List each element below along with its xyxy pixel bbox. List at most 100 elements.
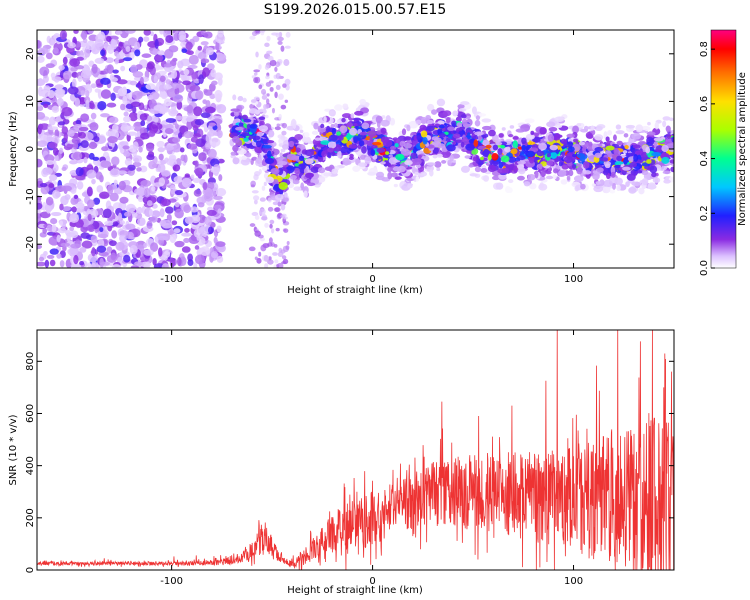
heatmap-cell	[212, 195, 223, 200]
heatmap-cell	[281, 255, 287, 260]
heatmap-cell	[75, 167, 84, 177]
heatmap-cell	[277, 134, 285, 139]
heatmap-cell	[193, 78, 200, 84]
heatmap-cell	[59, 203, 64, 211]
heatmap-cell	[269, 59, 277, 67]
heatmap-cell	[80, 90, 86, 96]
heatmap-cell	[427, 119, 434, 125]
heatmap-cell	[284, 99, 289, 104]
heatmap-cell	[264, 114, 269, 119]
heatmap-cell	[474, 166, 482, 173]
heatmap-cell	[45, 196, 54, 206]
colorbar-ticks: 0.0 0.2 0.4 0.6 0.8	[699, 41, 715, 276]
heatmap-cell	[58, 147, 64, 154]
heatmap-cell	[175, 115, 183, 121]
heatmap-cell	[566, 133, 575, 138]
heatmap-ytick-label: -10	[25, 188, 36, 204]
heatmap-cell	[626, 173, 636, 181]
heatmap-cell	[454, 139, 463, 144]
heatmap-cell	[265, 176, 274, 184]
heatmap-cell	[604, 163, 611, 169]
heatmap-cell	[631, 181, 641, 187]
heatmap-cell	[261, 166, 268, 172]
heatmap-cell	[426, 125, 435, 132]
heatmap-cell	[491, 153, 499, 161]
heatmap-cell	[184, 227, 190, 233]
heatmap-cell	[169, 234, 177, 244]
heatmap-cell	[331, 168, 339, 175]
heatmap-cell	[59, 260, 65, 268]
heatmap-cell	[86, 169, 97, 179]
heatmap-cell	[456, 122, 463, 128]
heatmap-cell	[317, 167, 326, 174]
heatmap-cell	[255, 51, 259, 58]
heatmap-cell	[303, 190, 308, 198]
heatmap-cell	[487, 153, 492, 161]
heatmap-cell	[566, 175, 571, 181]
heatmap-cell	[78, 126, 89, 132]
heatmap-cell	[181, 232, 192, 237]
heatmap-cell	[70, 243, 81, 249]
heatmap-cell	[401, 128, 407, 136]
heatmap-cell	[647, 182, 657, 190]
heatmap-cell	[602, 167, 609, 176]
heatmap-cell	[662, 120, 667, 128]
heatmap-cell	[500, 155, 510, 163]
heatmap-cell	[251, 135, 261, 141]
heatmap-cell	[341, 117, 346, 123]
heatmap-cell	[146, 154, 155, 161]
heatmap-cell	[136, 206, 143, 214]
heatmap-cell	[259, 120, 265, 127]
snr-ytick-label: 0	[25, 567, 36, 573]
heatmap-cell	[504, 146, 511, 153]
heatmap-cell	[328, 134, 338, 141]
heatmap-cell	[442, 110, 452, 117]
heatmap-cell	[194, 254, 206, 265]
heatmap-cell	[573, 138, 579, 143]
heatmap-cell	[267, 206, 274, 212]
heatmap-cell	[253, 69, 261, 73]
heatmap-cell	[233, 111, 240, 117]
heatmap-cell	[171, 220, 178, 226]
heatmap-cell	[441, 160, 447, 164]
heatmap-cell	[380, 127, 387, 134]
heatmap-cell	[576, 153, 586, 159]
heatmap-cell	[537, 163, 543, 170]
heatmap-cell	[264, 222, 269, 228]
heatmap-cell	[99, 257, 104, 268]
heatmap-cell	[203, 31, 213, 39]
heatmap-cell	[58, 65, 65, 71]
heatmap-cell	[458, 108, 467, 112]
heatmap-cell	[471, 106, 477, 115]
heatmap-cell	[80, 232, 90, 239]
heatmap-cell	[507, 156, 517, 163]
heatmap-cell	[364, 156, 372, 164]
heatmap-cell	[314, 137, 321, 141]
heatmap-cell	[232, 94, 237, 101]
heatmap-cell	[123, 115, 131, 123]
heatmap-cell	[89, 122, 99, 131]
heatmap-cell	[259, 30, 266, 33]
heatmap-cell	[176, 100, 183, 110]
heatmap-cell	[582, 161, 590, 169]
heatmap-cell	[202, 67, 210, 77]
heatmap-cell	[610, 171, 616, 178]
heatmap-cell	[165, 118, 177, 124]
heatmap-cell	[560, 179, 568, 185]
heatmap-cell	[93, 197, 101, 205]
snr-ytick-label: 800	[25, 352, 36, 371]
heatmap-cell	[485, 144, 492, 149]
heatmap-cell	[256, 131, 264, 137]
heatmap-cell	[278, 93, 284, 100]
heatmap-cell	[161, 263, 170, 268]
heatmap-cell	[187, 143, 198, 150]
heatmap-cell	[38, 256, 45, 262]
heatmap-cell	[582, 146, 588, 153]
heatmap-cell	[652, 177, 661, 183]
heatmap-cell	[311, 130, 319, 135]
heatmap-cell	[272, 184, 281, 192]
heatmap-cell	[210, 251, 219, 259]
heatmap-cell	[146, 200, 153, 207]
colorbar-tick-label: 0.2	[699, 205, 710, 221]
heatmap-cell	[90, 235, 98, 243]
